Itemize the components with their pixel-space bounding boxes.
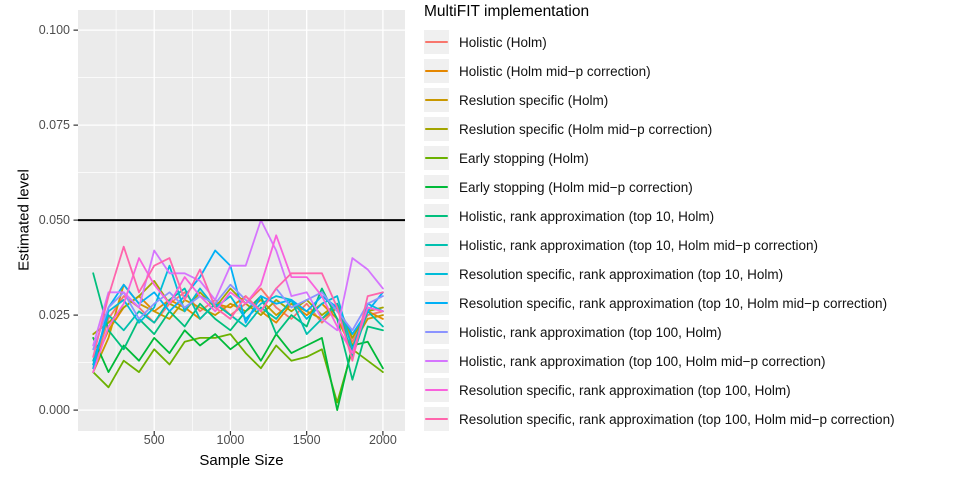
legend-item: Reslution specific (Holm)	[424, 88, 969, 112]
y-tick-label: 0.100	[38, 23, 70, 38]
legend-key-line	[425, 389, 448, 392]
legend-key	[424, 233, 449, 257]
legend-key	[424, 291, 449, 315]
legend-key	[424, 59, 449, 83]
x-axis-title: Sample Size	[199, 452, 284, 469]
axis-tick-marks	[73, 29, 384, 436]
legend-item-label: Resolution specific, rank approximation …	[459, 382, 791, 398]
legend-key	[424, 175, 449, 199]
legend-title: MultiFIT implementation	[424, 3, 590, 20]
legend-item-label: Resolution specific, rank approximation …	[459, 411, 895, 427]
legend-key	[424, 349, 449, 373]
legend-key	[424, 320, 449, 344]
legend-item-label: Holistic (Holm)	[459, 34, 547, 50]
legend-key-line	[425, 273, 448, 276]
legend-key-line	[425, 215, 448, 218]
legend-key-line	[425, 99, 448, 102]
series-line-6	[92, 329, 384, 412]
legend-key	[424, 117, 449, 141]
legend-item: Early stopping (Holm mid−p correction)	[424, 175, 969, 199]
y-tick-label: 0.050	[38, 213, 70, 228]
legend-key	[424, 262, 449, 286]
legend-key	[424, 30, 449, 54]
legend-item-label: Holistic (Holm mid−p correction)	[459, 63, 651, 79]
x-tick-label: 1500	[292, 433, 321, 447]
legend-item-label: Reslution specific (Holm mid−p correctio…	[459, 121, 713, 137]
plot-region: 0.000 0.025 0.050 0.075 0.100 500 1000 1500 2000…	[0, 0, 415, 485]
legend-key-line	[425, 418, 448, 421]
legend-item: Holistic (Holm mid−p correction)	[424, 59, 969, 83]
legend-item: Holistic (Holm)	[424, 30, 969, 54]
legend-key-line	[425, 331, 448, 334]
legend-item: Resolution specific, rank approximation …	[424, 262, 969, 286]
legend-item-label: Resolution specific, rank approximation …	[459, 266, 784, 282]
legend-item-label: Early stopping (Holm)	[459, 150, 589, 166]
x-tick-label: 500	[143, 433, 165, 447]
legend-item: Reslution specific (Holm mid−p correctio…	[424, 117, 969, 141]
x-tick-label: 1000	[216, 433, 245, 447]
y-tick-label: 0.025	[38, 308, 70, 323]
legend-key-line	[425, 70, 448, 73]
legend-key	[424, 204, 449, 228]
legend-item: Holistic, rank approximation (top 10, Ho…	[424, 204, 969, 228]
legend-item: Holistic, rank approximation (top 10, Ho…	[424, 233, 969, 257]
legend-item: Holistic, rank approximation (top 100, H…	[424, 320, 969, 344]
legend-item: Resolution specific, rank approximation …	[424, 378, 969, 402]
legend-key	[424, 146, 449, 170]
legend-key	[424, 407, 449, 431]
series-line-12	[92, 219, 384, 347]
legend-item: Holistic, rank approximation (top 100, H…	[424, 349, 969, 373]
series-lines	[92, 219, 384, 412]
y-tick-label: 0.000	[38, 403, 70, 418]
legend-item-label: Reslution specific (Holm)	[459, 92, 609, 108]
legend-key	[424, 378, 449, 402]
legend-item: Early stopping (Holm)	[424, 146, 969, 170]
series-line-13	[92, 234, 384, 374]
legend-item-label: Holistic, rank approximation (top 10, Ho…	[459, 237, 819, 253]
legend-item: Resolution specific, rank approximation …	[424, 407, 969, 431]
x-tick-label: 2000	[368, 433, 397, 447]
legend-item: Resolution specific, rank approximation …	[424, 291, 969, 315]
y-axis-title: Estimated level	[15, 169, 33, 271]
legend-key-line	[425, 41, 448, 44]
y-tick-label: 0.075	[38, 118, 70, 133]
legend: MultiFIT implementation Holistic (Holm) H…	[424, 0, 969, 436]
series-line-11	[92, 283, 384, 351]
legend-key-line	[425, 128, 448, 131]
legend-item-label: Resolution specific, rank approximation …	[459, 295, 888, 311]
legend-key	[424, 88, 449, 112]
legend-key-line	[425, 302, 448, 305]
legend-key-line	[425, 186, 448, 189]
series-line-14	[92, 245, 384, 362]
legend-rows: Holistic (Holm) Holistic (Holm mid−p corr…	[424, 30, 969, 431]
legend-item-label: Holistic, rank approximation (top 100, H…	[459, 353, 826, 369]
series-line-10	[92, 249, 384, 370]
legend-item-label: Holistic, rank approximation (top 10, Ho…	[459, 208, 715, 224]
legend-item-label: Holistic, rank approximation (top 100, H…	[459, 324, 722, 340]
legend-item-label: Early stopping (Holm mid−p correction)	[459, 179, 693, 195]
plot-canvas	[73, 10, 405, 436]
legend-key-line	[425, 360, 448, 363]
legend-key-line	[425, 157, 448, 160]
legend-key-line	[425, 244, 448, 247]
